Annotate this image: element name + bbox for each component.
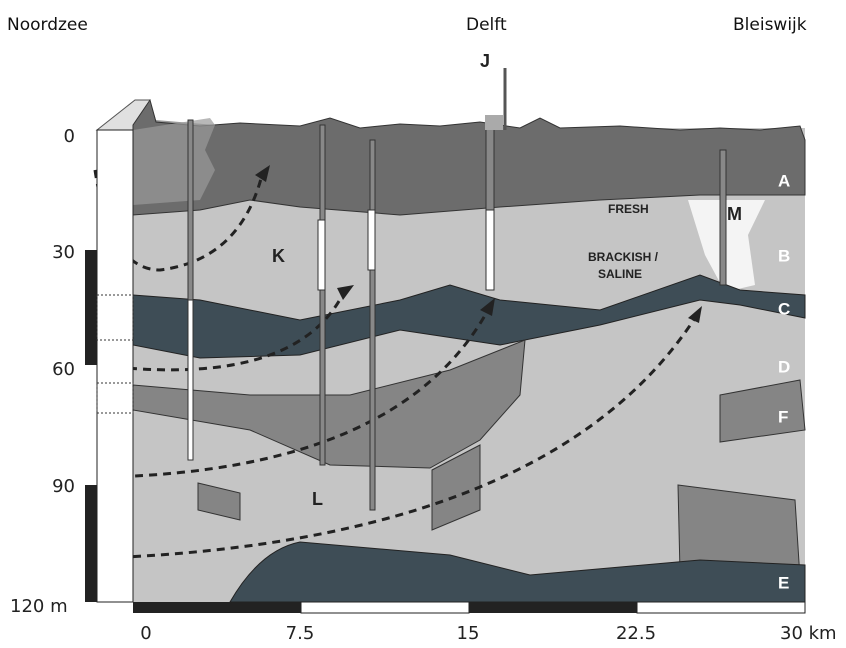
layer-label: D xyxy=(778,357,790,376)
depth-bar xyxy=(85,485,97,602)
layer-label: A xyxy=(778,171,790,190)
place-label: Bleiswijk xyxy=(733,15,807,35)
building xyxy=(485,115,503,130)
distance-label: 15 xyxy=(457,623,480,644)
depth-label: 30 xyxy=(52,242,75,263)
place-label: Delft xyxy=(466,15,507,35)
place-label: Noordzee xyxy=(7,15,88,35)
salt-wedge xyxy=(133,118,215,205)
depth-label: 90 xyxy=(52,476,75,497)
layer-label: C xyxy=(778,299,790,318)
scale-bar xyxy=(637,602,805,613)
depth-bar xyxy=(85,250,97,365)
marker-label: L xyxy=(312,489,323,509)
scale-bar xyxy=(301,602,469,613)
distance-label: 22.5 xyxy=(616,623,656,644)
distance-label: 30 km xyxy=(780,623,837,644)
depth-label: 60 xyxy=(52,359,75,380)
marker-label: J xyxy=(480,51,490,71)
zone-label: SALINE xyxy=(598,267,642,281)
layer-label: F xyxy=(778,407,788,426)
marker-label: M xyxy=(727,204,742,224)
zone-label: BRACKISH / xyxy=(588,250,659,264)
distance-label: 7.5 xyxy=(286,623,315,644)
zone-label: FRESH xyxy=(608,202,649,216)
depth-label: 0 xyxy=(64,126,75,147)
distance-label: 0 xyxy=(140,623,151,644)
scale-bar xyxy=(469,602,637,613)
marker-label: K xyxy=(272,246,285,266)
scale-bar xyxy=(133,602,301,613)
depth-column xyxy=(97,130,133,602)
layer-label: B xyxy=(778,246,790,265)
cross-section: Noordzee Delft Bleiswijk J K L M FRESH B… xyxy=(0,0,846,648)
depth-label: 120 m xyxy=(10,596,68,617)
layer-label: E xyxy=(778,573,789,592)
